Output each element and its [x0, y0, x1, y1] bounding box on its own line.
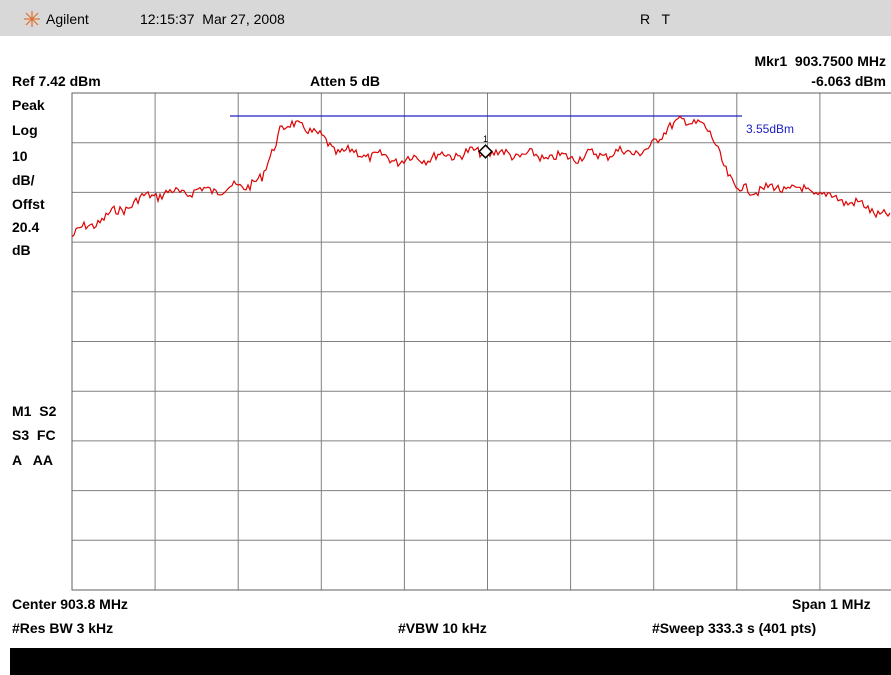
trace: [71, 115, 891, 238]
center-freq: Center 903.8 MHz: [12, 596, 128, 612]
status: R T: [640, 11, 671, 27]
ref-level: Ref 7.42 dBm: [12, 73, 101, 89]
rbw: #Res BW 3 kHz: [12, 620, 113, 636]
agilent-logo: [24, 11, 40, 27]
scale-label: Offst: [12, 196, 45, 212]
span: Span 1 MHz: [792, 596, 871, 612]
vbw: #VBW 10 kHz: [398, 620, 487, 636]
timestamp: 12:15:37 Mar 27, 2008: [140, 11, 285, 27]
flag-label: M1 S2: [12, 403, 57, 419]
flag-label: S3 FC: [12, 427, 56, 443]
limit-label: 3.55dBm: [746, 122, 794, 136]
marker-level: -6.063 dBm: [811, 73, 886, 89]
marker-label: Mkr1 903.7500 MHz: [754, 53, 886, 69]
status-bar: [10, 648, 891, 675]
graticule-border: [71, 92, 891, 591]
scale-label: dB/: [12, 172, 35, 188]
scale-label: 10: [12, 148, 28, 164]
marker-id: 1: [483, 134, 488, 144]
scale-label: Peak: [12, 97, 45, 113]
sweep: #Sweep 333.3 s (401 pts): [652, 620, 816, 636]
attenuation: Atten 5 dB: [310, 73, 380, 89]
scale-label: 20.4: [12, 219, 39, 235]
brand: Agilent: [46, 11, 89, 27]
marker-diamond: [478, 144, 493, 159]
left-panel: Peak Log 10 dB/Offst 20.4 dB M1 S2 S3 FC A AA: [12, 97, 57, 468]
scale-label: dB: [12, 242, 31, 258]
title-bar: [0, 0, 891, 36]
scale-label: Log: [12, 122, 38, 138]
graticule: [71, 92, 891, 591]
flag-label: A AA: [12, 452, 53, 468]
